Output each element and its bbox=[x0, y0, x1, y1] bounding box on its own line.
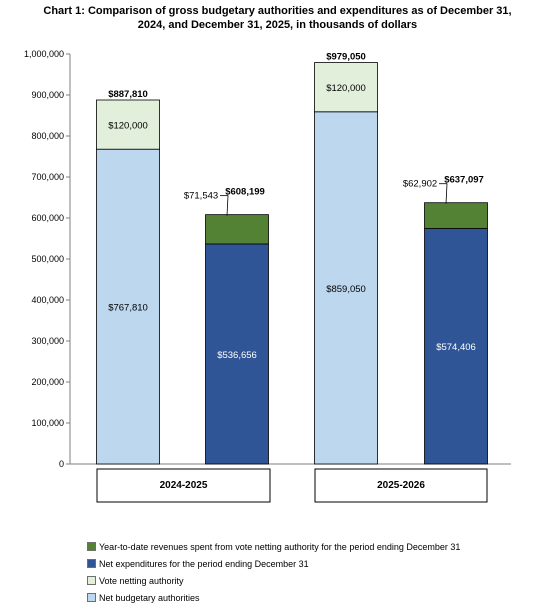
leader-line bbox=[445, 183, 448, 204]
x-category-box bbox=[314, 468, 488, 503]
legend-label: Net expenditures for the period ending D… bbox=[99, 559, 309, 569]
legend-label: Net budgetary authorities bbox=[99, 593, 200, 603]
y-tick-label: 500,000 bbox=[31, 254, 64, 264]
data-label: $859,050 bbox=[326, 284, 366, 295]
data-label: $574,406 bbox=[436, 342, 476, 353]
legend-swatch bbox=[87, 542, 96, 551]
total-label: $887,810 bbox=[108, 89, 148, 100]
y-tick-label: 900,000 bbox=[31, 90, 64, 100]
total-label: $979,050 bbox=[326, 52, 366, 63]
bar-ytd-revenues bbox=[424, 202, 488, 229]
y-tick-label: 600,000 bbox=[31, 213, 64, 223]
y-tick-label: 200,000 bbox=[31, 377, 64, 387]
bar-net-budgetary bbox=[314, 111, 378, 465]
legend-label: Vote netting authority bbox=[99, 576, 184, 586]
x-tick-label: 2024-2025 bbox=[160, 480, 208, 491]
y-tick-label: 400,000 bbox=[31, 295, 64, 305]
chart-title-line-1: Chart 1: Comparison of gross budgetary a… bbox=[43, 5, 512, 17]
chart-title: Chart 1: Comparison of gross budgetary a… bbox=[0, 4, 555, 32]
chart-title-line-2: 2024, and December 31, 2025, in thousand… bbox=[137, 19, 418, 31]
data-label: $536,656 bbox=[217, 350, 257, 361]
total-label: $637,097 bbox=[444, 175, 484, 186]
bar-net-expenditures bbox=[424, 228, 488, 465]
bar-net-expenditures bbox=[205, 243, 269, 465]
chart-plot: 0 100,000 200,000 300,000 400,000 500,000 600,… bbox=[24, 49, 511, 503]
legend-swatch bbox=[87, 559, 96, 568]
data-label: $767,810 bbox=[108, 303, 148, 314]
leader-line bbox=[226, 195, 229, 216]
total-label: $608,199 bbox=[225, 187, 265, 198]
legend-swatch bbox=[87, 576, 96, 585]
data-label: $62,902 bbox=[403, 179, 437, 190]
y-tick-label: 700,000 bbox=[31, 172, 64, 182]
data-label: $120,000 bbox=[108, 121, 148, 132]
bar-ytd-revenues bbox=[205, 214, 269, 245]
bar-vote-netting bbox=[96, 99, 160, 150]
data-label: $120,000 bbox=[326, 83, 366, 94]
x-category-box bbox=[96, 468, 271, 503]
bar-vote-netting bbox=[314, 62, 378, 113]
data-label: $71,543 bbox=[184, 191, 218, 202]
y-tick-label: 0 bbox=[59, 459, 64, 469]
legend-label: Year-to-date revenues spent from vote ne… bbox=[99, 542, 461, 552]
x-tick-label: 2025-2026 bbox=[377, 480, 425, 491]
y-tick-label: 800,000 bbox=[31, 131, 64, 141]
y-tick-label: 1,000,000 bbox=[24, 49, 64, 59]
legend-swatch bbox=[87, 593, 96, 602]
y-tick-label: 100,000 bbox=[31, 418, 64, 428]
y-tick-label: 300,000 bbox=[31, 336, 64, 346]
